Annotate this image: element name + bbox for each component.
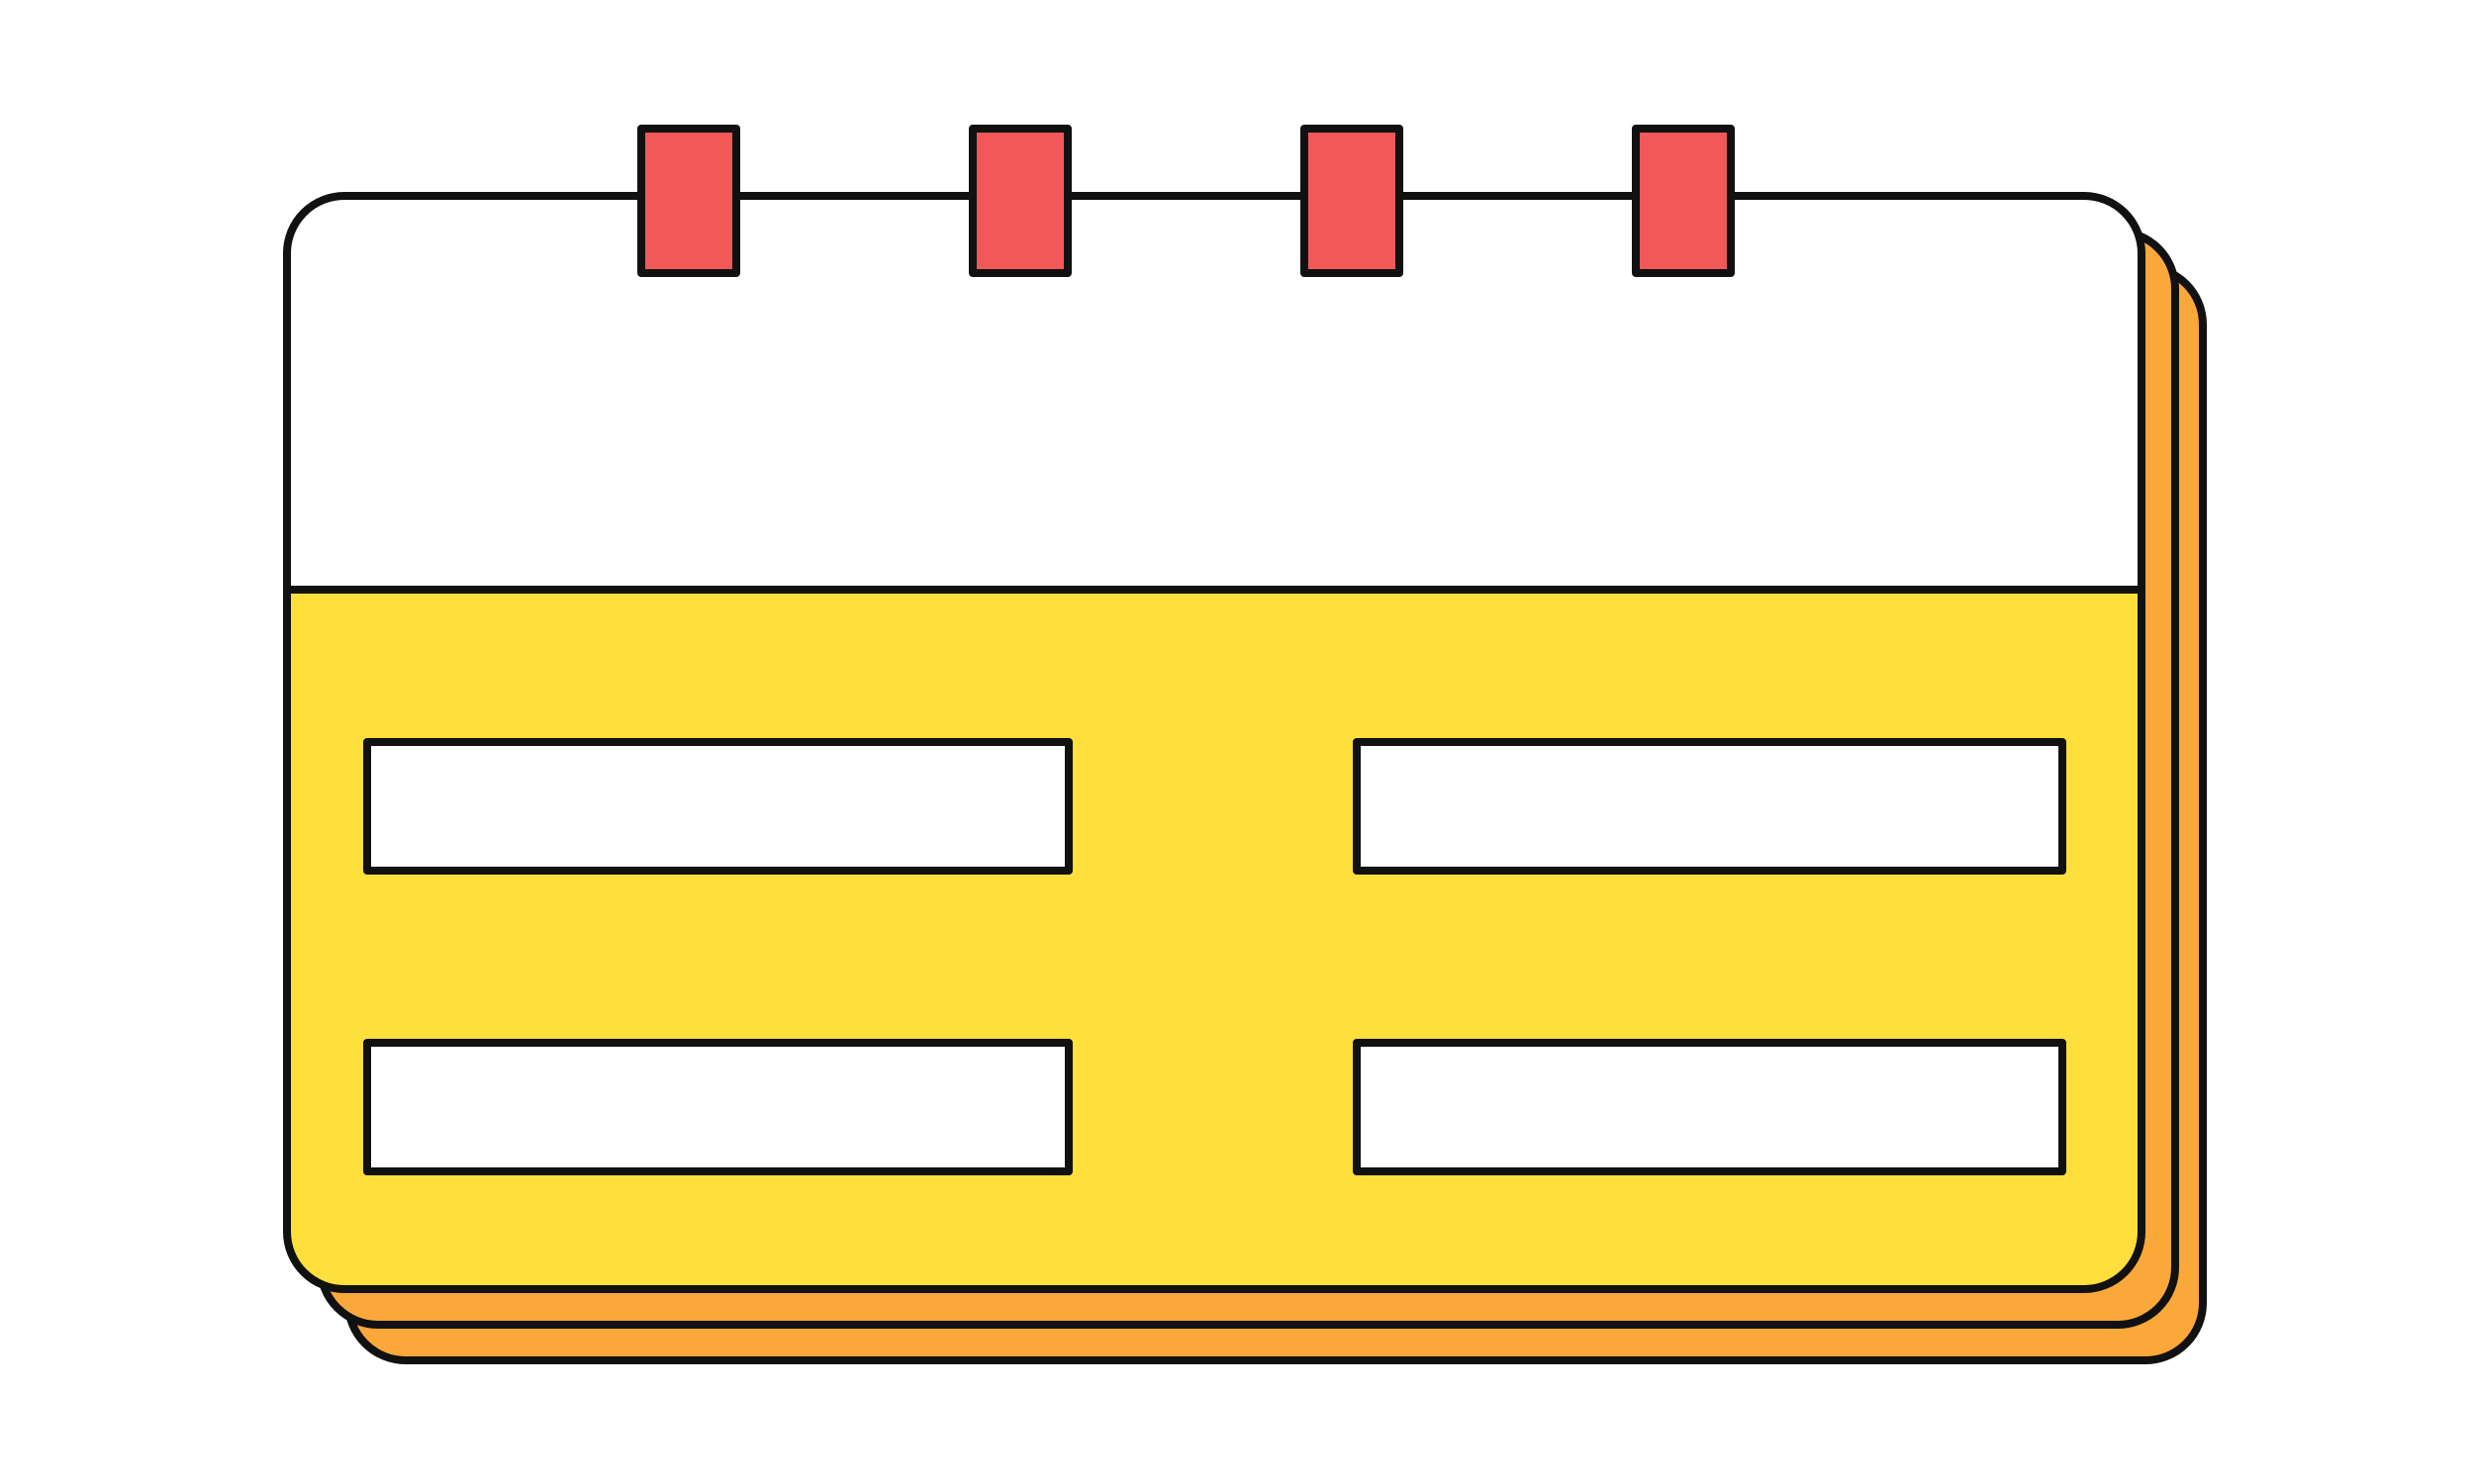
- calendar-outline: [283, 192, 2145, 1293]
- binder-ring-2: [969, 125, 1072, 277]
- binder-ring-3: [1300, 125, 1403, 277]
- calendar-header: [287, 196, 2141, 590]
- date-slot-top-left: [363, 738, 1073, 875]
- binder-ring-4: [1632, 125, 1735, 277]
- date-slot-bottom-right: [1353, 1039, 2066, 1175]
- date-slot-top-right: [1353, 738, 2066, 875]
- binder-ring-1: [637, 125, 740, 277]
- date-slot-bottom-left: [363, 1039, 1073, 1175]
